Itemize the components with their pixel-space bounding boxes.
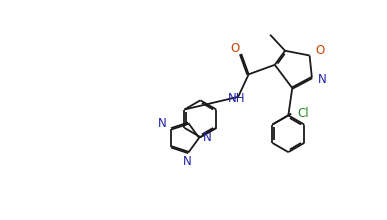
Text: O: O — [315, 44, 324, 57]
Text: N: N — [183, 155, 192, 168]
Text: N: N — [317, 73, 326, 86]
Text: O: O — [231, 42, 240, 55]
Text: NH: NH — [228, 92, 245, 105]
Text: Cl: Cl — [298, 107, 309, 120]
Text: N: N — [203, 131, 211, 144]
Text: N: N — [158, 117, 167, 130]
